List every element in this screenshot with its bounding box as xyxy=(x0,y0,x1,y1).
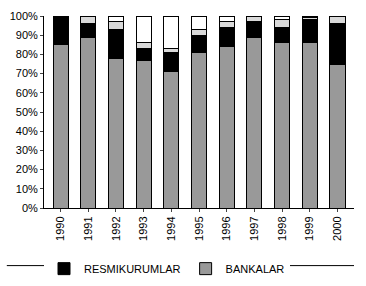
svg-text:100%: 100% xyxy=(10,10,38,22)
svg-text:1994: 1994 xyxy=(165,216,177,240)
svg-text:60%: 60% xyxy=(16,87,38,99)
svg-text:10%: 10% xyxy=(16,183,38,195)
svg-text:BANKALAR: BANKALAR xyxy=(226,263,285,275)
svg-text:90%: 90% xyxy=(16,29,38,41)
svg-text:50%: 50% xyxy=(16,106,38,118)
svg-text:0%: 0% xyxy=(22,202,38,214)
svg-text:1993: 1993 xyxy=(137,216,149,240)
svg-text:1996: 1996 xyxy=(220,216,232,240)
svg-text:1999: 1999 xyxy=(303,216,315,240)
svg-text:1990: 1990 xyxy=(54,216,66,240)
svg-text:30%: 30% xyxy=(16,144,38,156)
svg-text:1998: 1998 xyxy=(276,216,288,240)
svg-text:RESMIKURUMLAR: RESMIKURUMLAR xyxy=(84,263,181,275)
svg-text:70%: 70% xyxy=(16,67,38,79)
svg-text:1997: 1997 xyxy=(248,216,260,240)
svg-text:2000: 2000 xyxy=(331,216,343,240)
svg-text:80%: 80% xyxy=(16,48,38,60)
svg-text:1991: 1991 xyxy=(82,216,94,240)
svg-text:20%: 20% xyxy=(16,163,38,175)
svg-text:1995: 1995 xyxy=(193,216,205,240)
svg-text:40%: 40% xyxy=(16,125,38,137)
svg-text:1992: 1992 xyxy=(110,216,122,240)
